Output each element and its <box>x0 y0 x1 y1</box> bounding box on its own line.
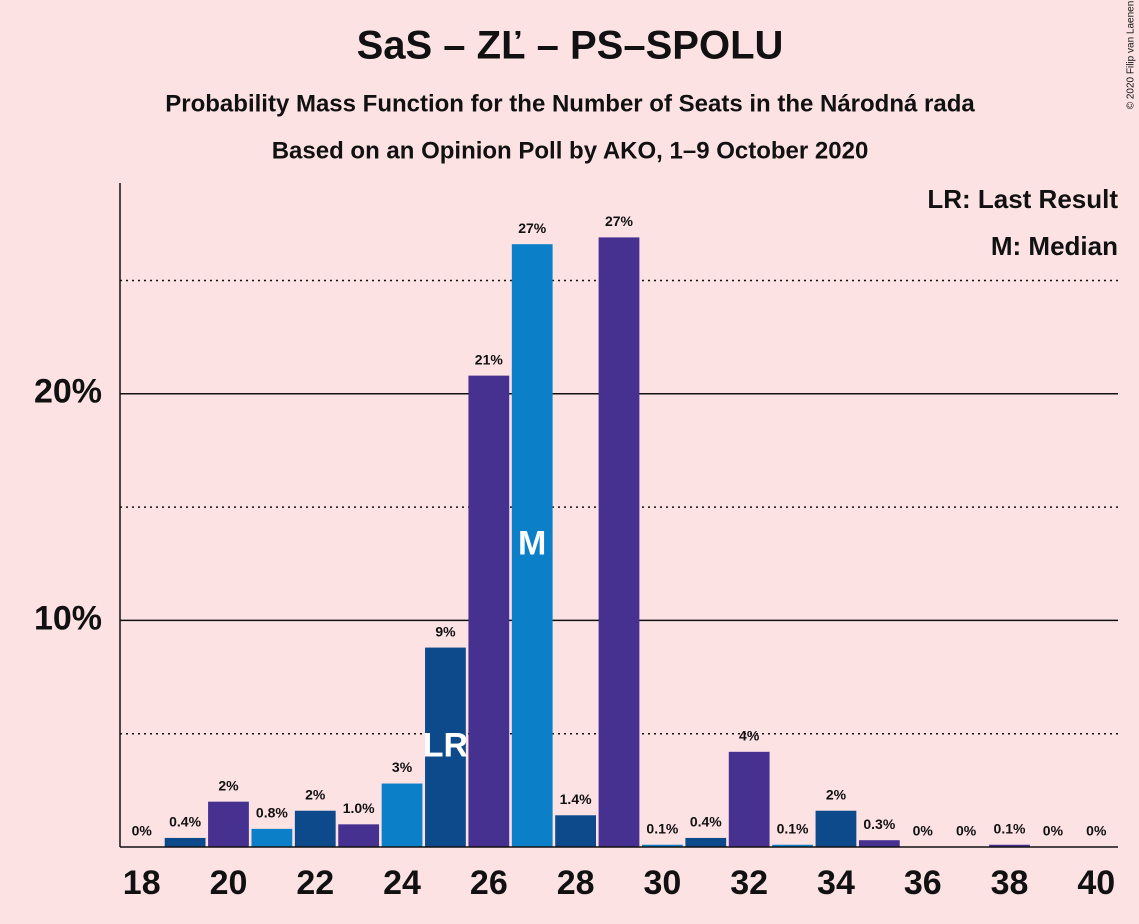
x-tick-label: 34 <box>817 864 855 902</box>
x-tick-label: 36 <box>904 864 942 902</box>
value-label: 21% <box>475 351 504 367</box>
value-label: 0.1% <box>994 820 1026 836</box>
value-label: 27% <box>518 220 547 236</box>
x-tick-label: 20 <box>210 864 248 902</box>
value-label: 9% <box>435 623 456 639</box>
y-tick-label: 10% <box>34 599 102 637</box>
bar <box>251 828 293 847</box>
value-label: 2% <box>305 786 326 802</box>
annotation: M <box>518 525 546 563</box>
chart-subtitle: Probability Mass Function for the Number… <box>165 90 975 117</box>
bar <box>772 844 813 847</box>
value-label: 2% <box>218 777 239 793</box>
bar <box>381 783 423 847</box>
bar <box>468 375 510 847</box>
x-tick-label: 38 <box>991 864 1029 902</box>
value-label: 0.1% <box>646 820 678 836</box>
value-label: 2% <box>826 786 847 802</box>
legend-entry: M: Median <box>991 231 1118 261</box>
y-tick-label: 20% <box>34 373 102 411</box>
value-label: 0% <box>132 823 153 839</box>
bar <box>989 844 1030 847</box>
value-label: 3% <box>392 759 413 775</box>
value-label: 1.0% <box>343 800 375 816</box>
value-label: 0% <box>1086 823 1107 839</box>
x-tick-label: 28 <box>557 864 595 902</box>
legend-entry: LR: Last Result <box>927 184 1118 214</box>
value-label: 0% <box>956 823 977 839</box>
bar <box>338 824 380 847</box>
value-label: 1.4% <box>560 791 592 807</box>
x-tick-label: 18 <box>123 864 161 902</box>
bar <box>425 647 466 847</box>
bar <box>728 751 770 847</box>
value-label: 0.1% <box>777 820 809 836</box>
x-tick-label: 30 <box>643 864 681 902</box>
value-label: 0% <box>1043 823 1064 839</box>
bar <box>815 810 857 847</box>
x-tick-label: 22 <box>296 864 334 902</box>
x-tick-label: 26 <box>470 864 508 902</box>
value-label: 0.4% <box>690 814 722 830</box>
value-label: 4% <box>739 728 760 744</box>
bar <box>208 801 249 847</box>
bar <box>858 840 900 847</box>
copyright: © 2020 Filip van Laenen <box>1126 1 1137 110</box>
bar <box>685 837 727 847</box>
value-label: 0% <box>913 823 934 839</box>
bar <box>511 244 553 847</box>
x-tick-label: 32 <box>730 864 768 902</box>
value-label: 0.4% <box>169 814 201 830</box>
bar <box>555 815 597 847</box>
value-label: 0.3% <box>863 816 895 832</box>
annotation: LR <box>423 726 468 764</box>
x-tick-label: 24 <box>383 864 421 902</box>
bar <box>641 844 683 847</box>
bar <box>598 237 640 847</box>
value-label: 27% <box>605 213 634 229</box>
chart-subtitle: Based on an Opinion Poll by AKO, 1–9 Oct… <box>272 137 869 164</box>
x-tick-label: 40 <box>1077 864 1115 902</box>
bar <box>294 810 336 847</box>
bar <box>164 837 206 847</box>
value-label: 0.8% <box>256 805 288 821</box>
chart-title: SaS – ZĽ – PS–SPOLU <box>357 24 784 68</box>
